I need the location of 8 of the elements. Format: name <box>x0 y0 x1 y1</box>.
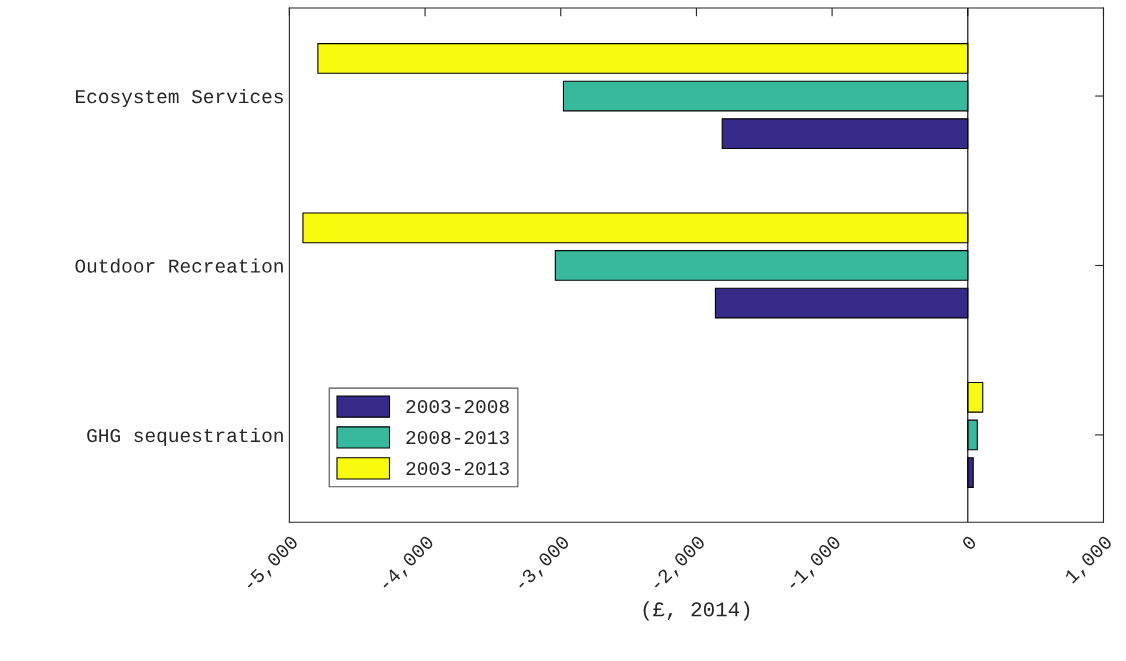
y-tick-label: Ecosystem Services <box>76 89 283 108</box>
legend-label: 2003-2008 <box>406 400 509 414</box>
y-tick-label: Outdoor Recreation <box>75 258 283 273</box>
legend-label: 2008-2013 <box>406 430 509 445</box>
legend-label: 2003-2013 <box>406 461 509 476</box>
x-tick-label: 0 <box>961 534 978 551</box>
y-tick-label: GHG sequestration <box>87 427 283 447</box>
x-axis-title: (£, 2014) <box>643 601 750 621</box>
